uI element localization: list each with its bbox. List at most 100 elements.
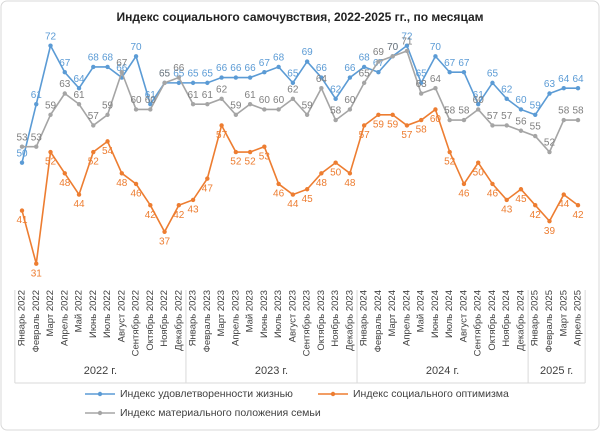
point [547, 218, 552, 224]
data-label: 65 [188, 69, 200, 80]
data-label: 67 [458, 58, 470, 69]
data-label: 61 [31, 90, 43, 101]
point [447, 70, 452, 75]
point [133, 54, 139, 59]
x-tick-label: Ноябрь 2023 [330, 290, 341, 347]
point [561, 85, 566, 91]
data-label: 57 [88, 111, 100, 122]
point [105, 64, 110, 70]
data-label: 58 [416, 125, 428, 136]
x-tick-label: Июнь 2022 [88, 290, 99, 338]
data-label: 61 [73, 90, 85, 101]
x-group-label: 2022 г. [84, 365, 117, 377]
data-label: 66 [230, 63, 242, 74]
x-tick-label: Ноябрь 2024 [501, 290, 512, 347]
point [48, 43, 53, 48]
data-label: 66 [216, 63, 228, 74]
data-label: 45 [515, 194, 527, 205]
data-label: 60 [344, 95, 356, 106]
x-tick-label: Май 2022 [74, 290, 85, 332]
data-label: 61 [188, 90, 200, 101]
data-label: 62 [216, 84, 228, 95]
data-label: 43 [188, 205, 200, 216]
data-label: 58 [458, 106, 470, 117]
point [490, 80, 495, 86]
point [418, 117, 424, 123]
point [276, 181, 281, 187]
point [418, 80, 424, 86]
x-tick-label: Сентябрь 2022 [131, 290, 142, 356]
x-tick-label: Май 2024 [416, 290, 427, 332]
data-label: 66 [245, 63, 257, 74]
x-tick-label: Апрель 2023 [230, 290, 241, 346]
data-label: 50 [16, 148, 28, 159]
data-label: 59 [230, 100, 242, 111]
point [361, 80, 367, 86]
data-label: 52 [230, 157, 242, 168]
point [361, 64, 367, 70]
legend-marker [97, 391, 103, 397]
x-tick-label: Октябрь 2024 [487, 290, 498, 351]
x-tick-label: Апрель 2025 [573, 290, 584, 346]
data-label: 67 [116, 58, 128, 69]
data-label: 37 [159, 236, 171, 247]
point [48, 149, 53, 155]
data-label: 61 [202, 90, 214, 101]
point [518, 107, 524, 112]
data-label: 65 [287, 69, 299, 80]
data-label: 64 [316, 74, 328, 85]
point [176, 203, 182, 208]
data-label: 52 [544, 138, 556, 149]
data-label: 55 [530, 122, 542, 133]
data-label: 72 [45, 31, 57, 42]
point [561, 117, 566, 123]
point [461, 70, 467, 75]
data-label: 48 [116, 178, 128, 189]
series-line [21, 108, 579, 264]
x-group-label: 2023 г. [255, 365, 288, 377]
point [404, 123, 410, 128]
data-label: 65 [359, 69, 371, 80]
point [105, 112, 110, 117]
data-label: 44 [558, 199, 570, 210]
point [533, 203, 538, 208]
point [290, 80, 296, 86]
x-tick-label: Март 2023 [216, 290, 227, 337]
data-label: 65 [173, 69, 185, 80]
data-label: 42 [173, 210, 185, 221]
data-label: 70 [387, 42, 399, 53]
point [376, 59, 381, 64]
point [575, 117, 581, 123]
data-label: 62 [330, 84, 342, 95]
point [262, 144, 267, 149]
series-line [21, 43, 578, 163]
point [575, 85, 581, 91]
point [48, 112, 53, 117]
data-label: 59 [387, 119, 399, 130]
point [433, 54, 438, 59]
data-label: 39 [544, 226, 556, 237]
point [219, 75, 224, 80]
legend-marker [97, 410, 103, 416]
data-label: 60 [130, 95, 142, 106]
data-label: 46 [487, 189, 499, 200]
data-label: 64 [572, 74, 584, 85]
x-tick-label: Февраль 2023 [202, 290, 213, 352]
point [575, 203, 581, 208]
data-label: 70 [430, 42, 442, 53]
point [19, 160, 25, 165]
point [504, 197, 509, 203]
point [490, 181, 495, 187]
point [361, 123, 367, 128]
data-label: 65 [159, 69, 171, 80]
point [333, 117, 338, 123]
point [476, 107, 481, 112]
data-label: 48 [344, 178, 356, 189]
point [233, 149, 239, 155]
x-tick-label: Апрель 2024 [401, 290, 412, 346]
data-label: 63 [59, 79, 71, 90]
data-label: 68 [359, 53, 371, 64]
data-label: 57 [359, 130, 371, 141]
point [533, 112, 538, 117]
data-label: 69 [373, 47, 385, 58]
